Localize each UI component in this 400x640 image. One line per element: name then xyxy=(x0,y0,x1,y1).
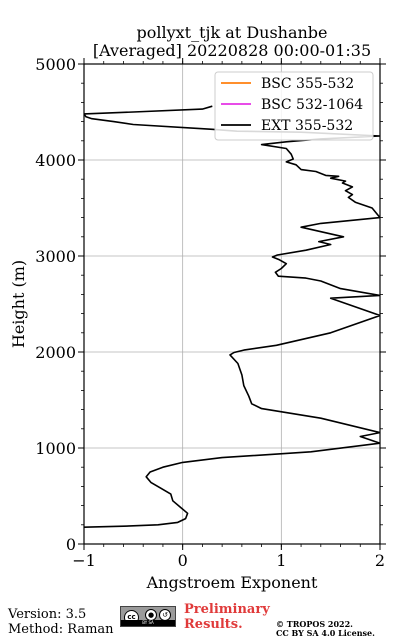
y-axis-label: Height (m) xyxy=(9,260,28,348)
legend-label: BSC 355-532 xyxy=(261,76,354,92)
x-axis-label: Angstroem Exponent xyxy=(146,573,318,592)
x-tick-label: 0 xyxy=(178,551,188,570)
cc-license-bar: BY SA xyxy=(121,620,175,626)
copyright-line-1: © TROPOS 2022. xyxy=(276,619,353,629)
x-tick-label: 1 xyxy=(276,551,286,570)
preliminary-line-2: Results. xyxy=(184,617,243,632)
copyright-notice: © TROPOS 2022. CC BY SA 4.0 License. xyxy=(276,620,375,638)
plot-frame xyxy=(83,63,381,545)
by-icon: ● xyxy=(145,609,157,621)
legend-label: BSC 532-1064 xyxy=(261,97,363,113)
cc-license-logo: cc ● ↺ BY SA xyxy=(120,606,176,627)
y-tick-label: 1000 xyxy=(35,439,76,458)
y-tick-label: 3000 xyxy=(35,247,76,266)
legend-box xyxy=(214,71,374,141)
x-tick-label: −1 xyxy=(72,551,96,570)
chart-title: pollyxt_tjk at Dushanbe xyxy=(136,23,328,42)
version-text: Version: 3.5 xyxy=(8,607,87,622)
chart-subtitle: [Averaged] 20220828 00:00-01:35 xyxy=(92,41,372,60)
method-text: Method: Raman xyxy=(8,622,114,637)
y-tick-label: 2000 xyxy=(35,343,76,362)
y-tick-label: 4000 xyxy=(35,151,76,170)
x-tick-label: 2 xyxy=(375,551,385,570)
copyright-line-2: CC BY SA 4.0 License. xyxy=(276,628,375,638)
legend-label: EXT 355-532 xyxy=(261,118,353,134)
y-tick-label: 0 xyxy=(66,535,76,554)
y-tick-label: 5000 xyxy=(35,55,76,74)
series-line xyxy=(84,105,380,528)
preliminary-results-label: Preliminary Results. xyxy=(184,602,270,632)
preliminary-line-1: Preliminary xyxy=(184,602,270,617)
